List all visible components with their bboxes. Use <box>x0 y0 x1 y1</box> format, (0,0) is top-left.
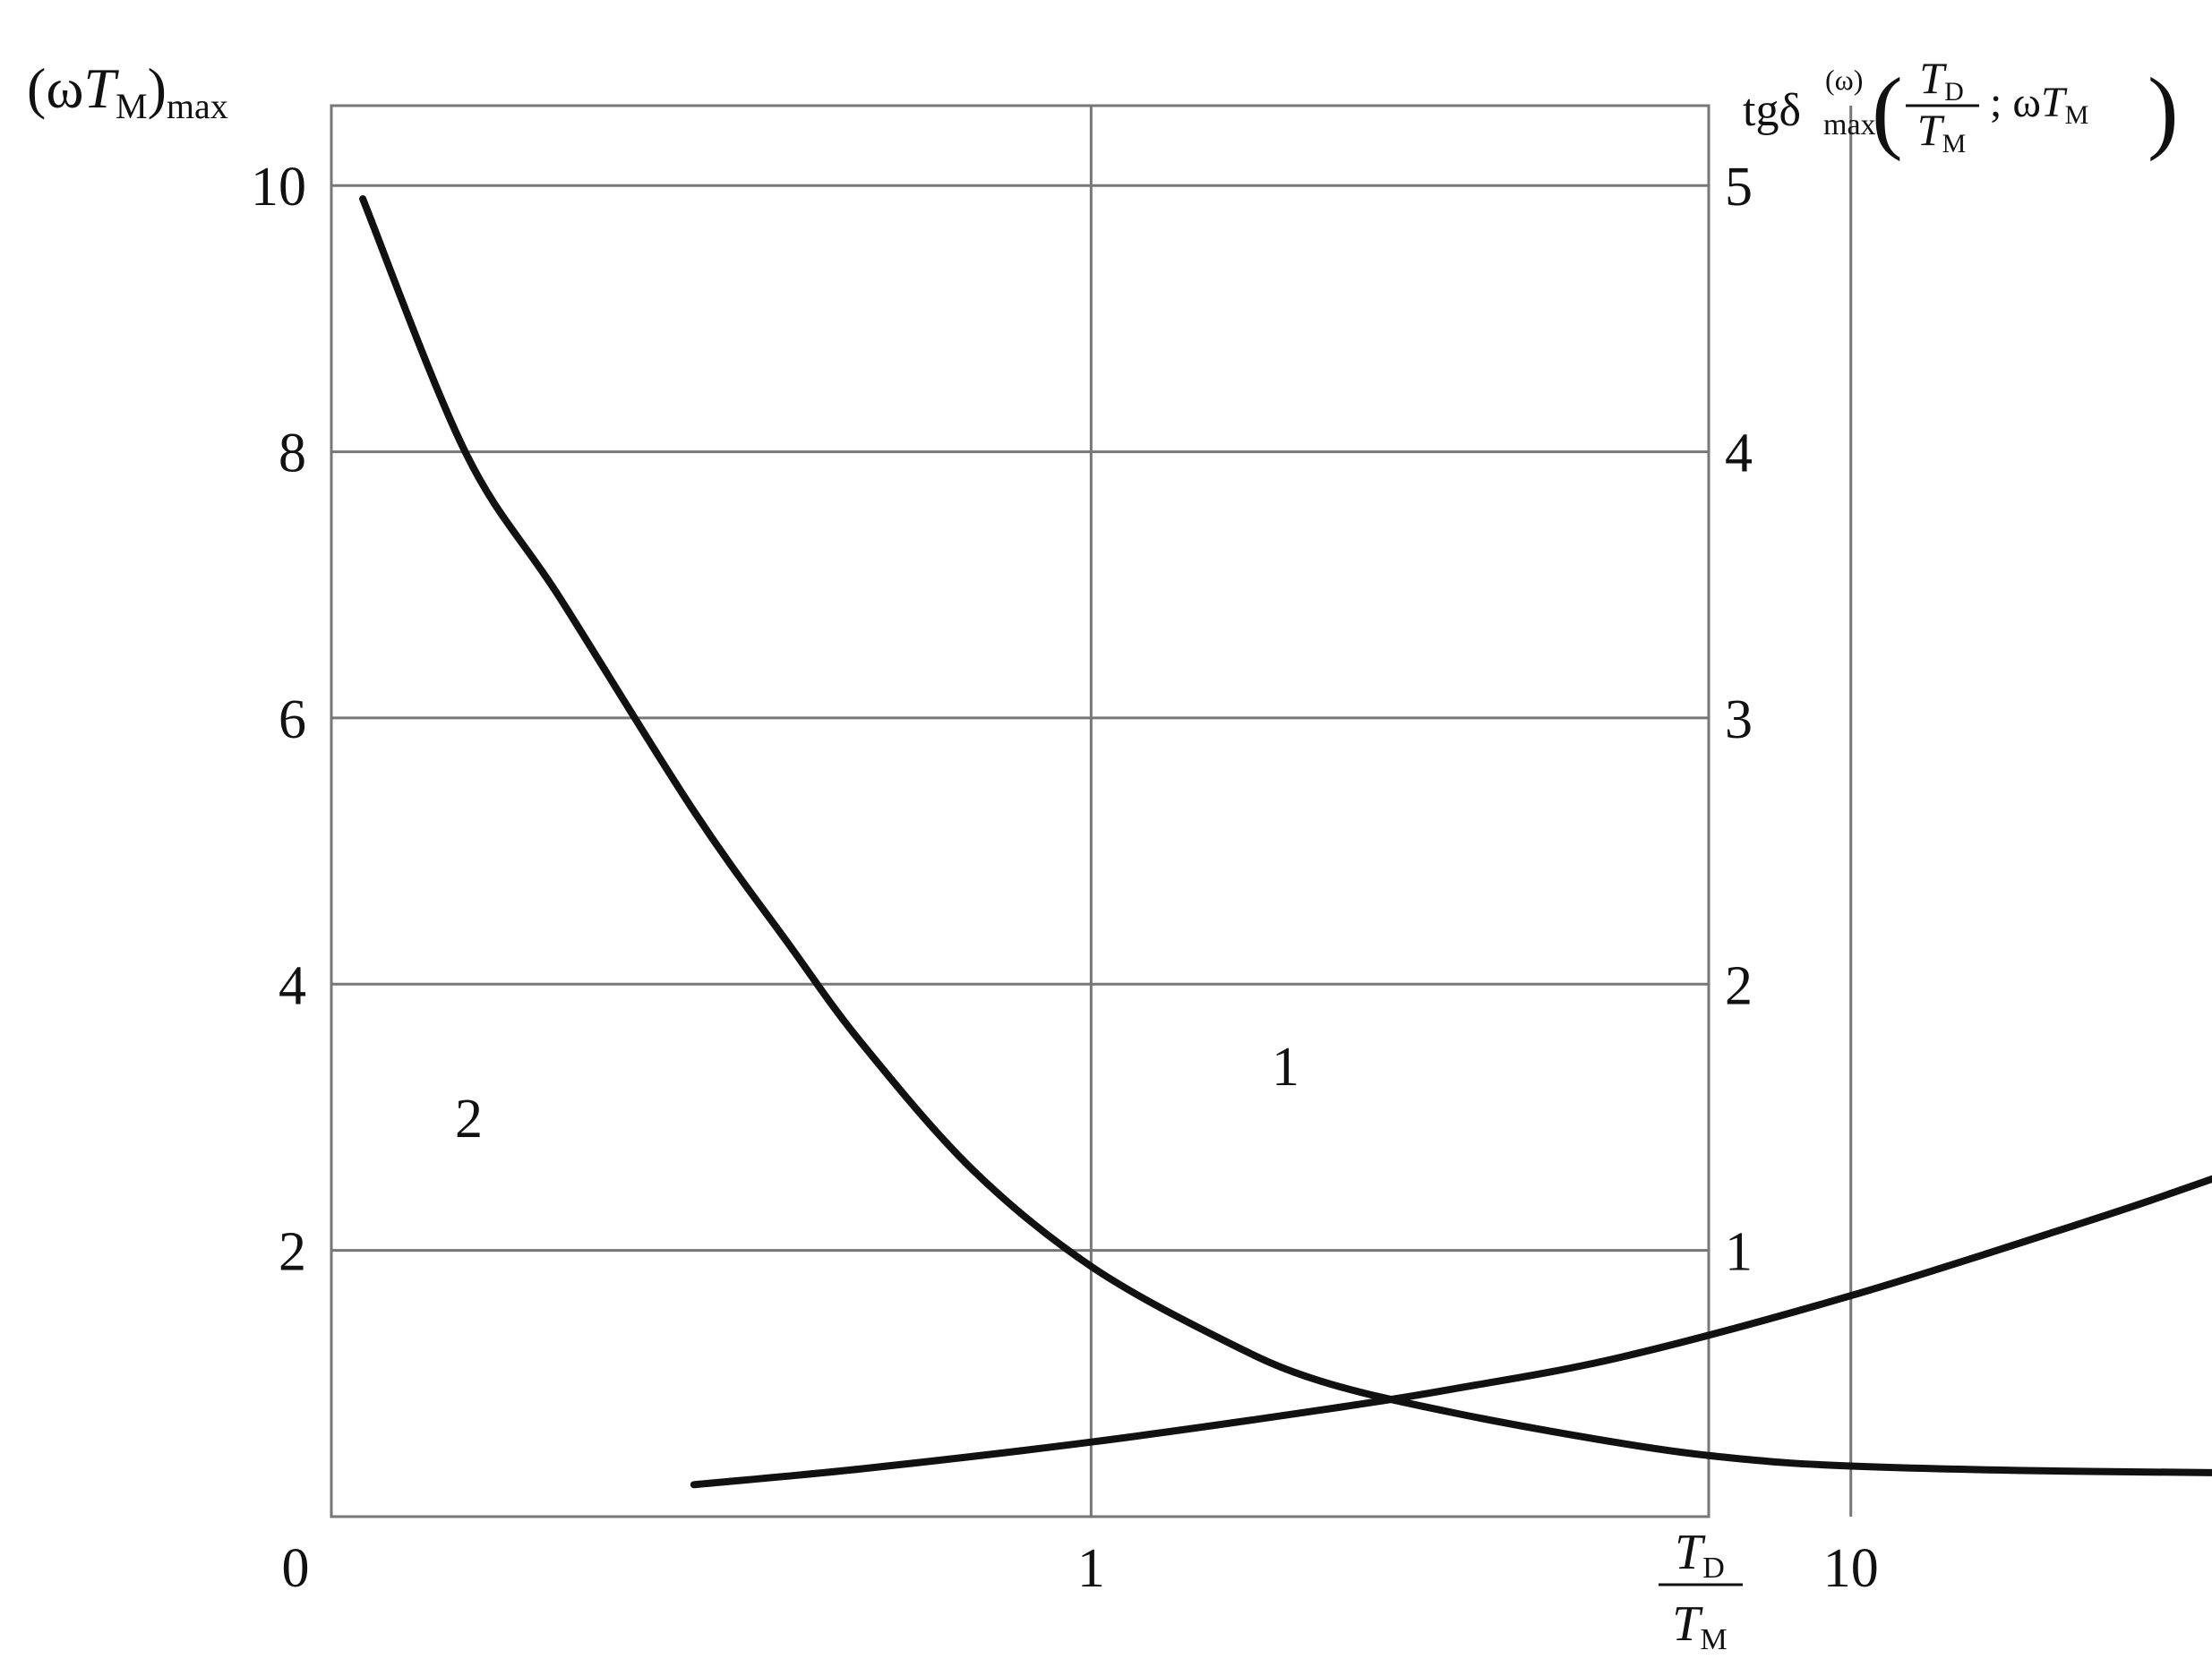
xlabel-num: TD <box>1675 1525 1725 1585</box>
ylabel-right-frac-den: TM <box>1917 105 1967 158</box>
y-axis-label-left: (ωTM)max <box>27 56 228 126</box>
ylabel-left-main: T <box>83 56 119 120</box>
xlabel-den: TM <box>1672 1596 1727 1656</box>
ylabel-right-open: ( <box>1872 59 1903 162</box>
ylabel-right-tail: ; ωTM <box>1990 79 2088 130</box>
ylabel-left-tail: max <box>167 86 228 126</box>
y-axis-label-right: tgδ (ω) max ( TD TM ; ωTM ) <box>1743 53 2179 162</box>
y-tick-label-left: 2 <box>279 1222 306 1283</box>
y-tick-label-right: 2 <box>1725 955 1753 1016</box>
ylabel-right-close: ) <box>2148 59 2179 162</box>
y-tick-label-left: 6 <box>279 689 306 750</box>
x-tick-label: 0 <box>282 1538 310 1599</box>
y-tick-label-right: 1 <box>1725 1222 1753 1283</box>
x-tick-label: 10 <box>1823 1538 1879 1599</box>
ylabel-right-prefix: tgδ <box>1743 85 1801 136</box>
x-tick-label: 1 <box>1077 1538 1105 1599</box>
series-line-2 <box>359 195 2212 1476</box>
y-tick-label-right: 4 <box>1725 423 1753 484</box>
y-tick-label-right: 3 <box>1725 689 1753 750</box>
series-line-1 <box>690 1175 2212 1489</box>
y-tick-label-left: 10 <box>251 157 306 218</box>
series-label-1: 1 <box>1272 1037 1299 1098</box>
ylabel-left-sub: M <box>116 86 148 126</box>
ylabel-left-open: (ω <box>27 56 83 120</box>
series-layer <box>359 195 2212 1489</box>
x-axis-label: TD TM <box>1659 1525 1743 1656</box>
y-tick-label-left: 8 <box>279 423 306 484</box>
tick-labels: 0110100100024681012345 <box>251 157 1879 1599</box>
ylabel-right-frac-num: TD <box>1919 53 1963 107</box>
ylabel-right-sub: max <box>1823 108 1876 141</box>
y-tick-label-right: 5 <box>1725 157 1753 218</box>
ylabel-left-close: ) <box>148 56 167 120</box>
plot-frame <box>330 104 1710 1518</box>
grid <box>331 106 1853 1517</box>
y-tick-label-left: 4 <box>279 955 306 1016</box>
series-label-2: 2 <box>455 1089 483 1150</box>
ylabel-right-sup: (ω) <box>1825 64 1863 96</box>
